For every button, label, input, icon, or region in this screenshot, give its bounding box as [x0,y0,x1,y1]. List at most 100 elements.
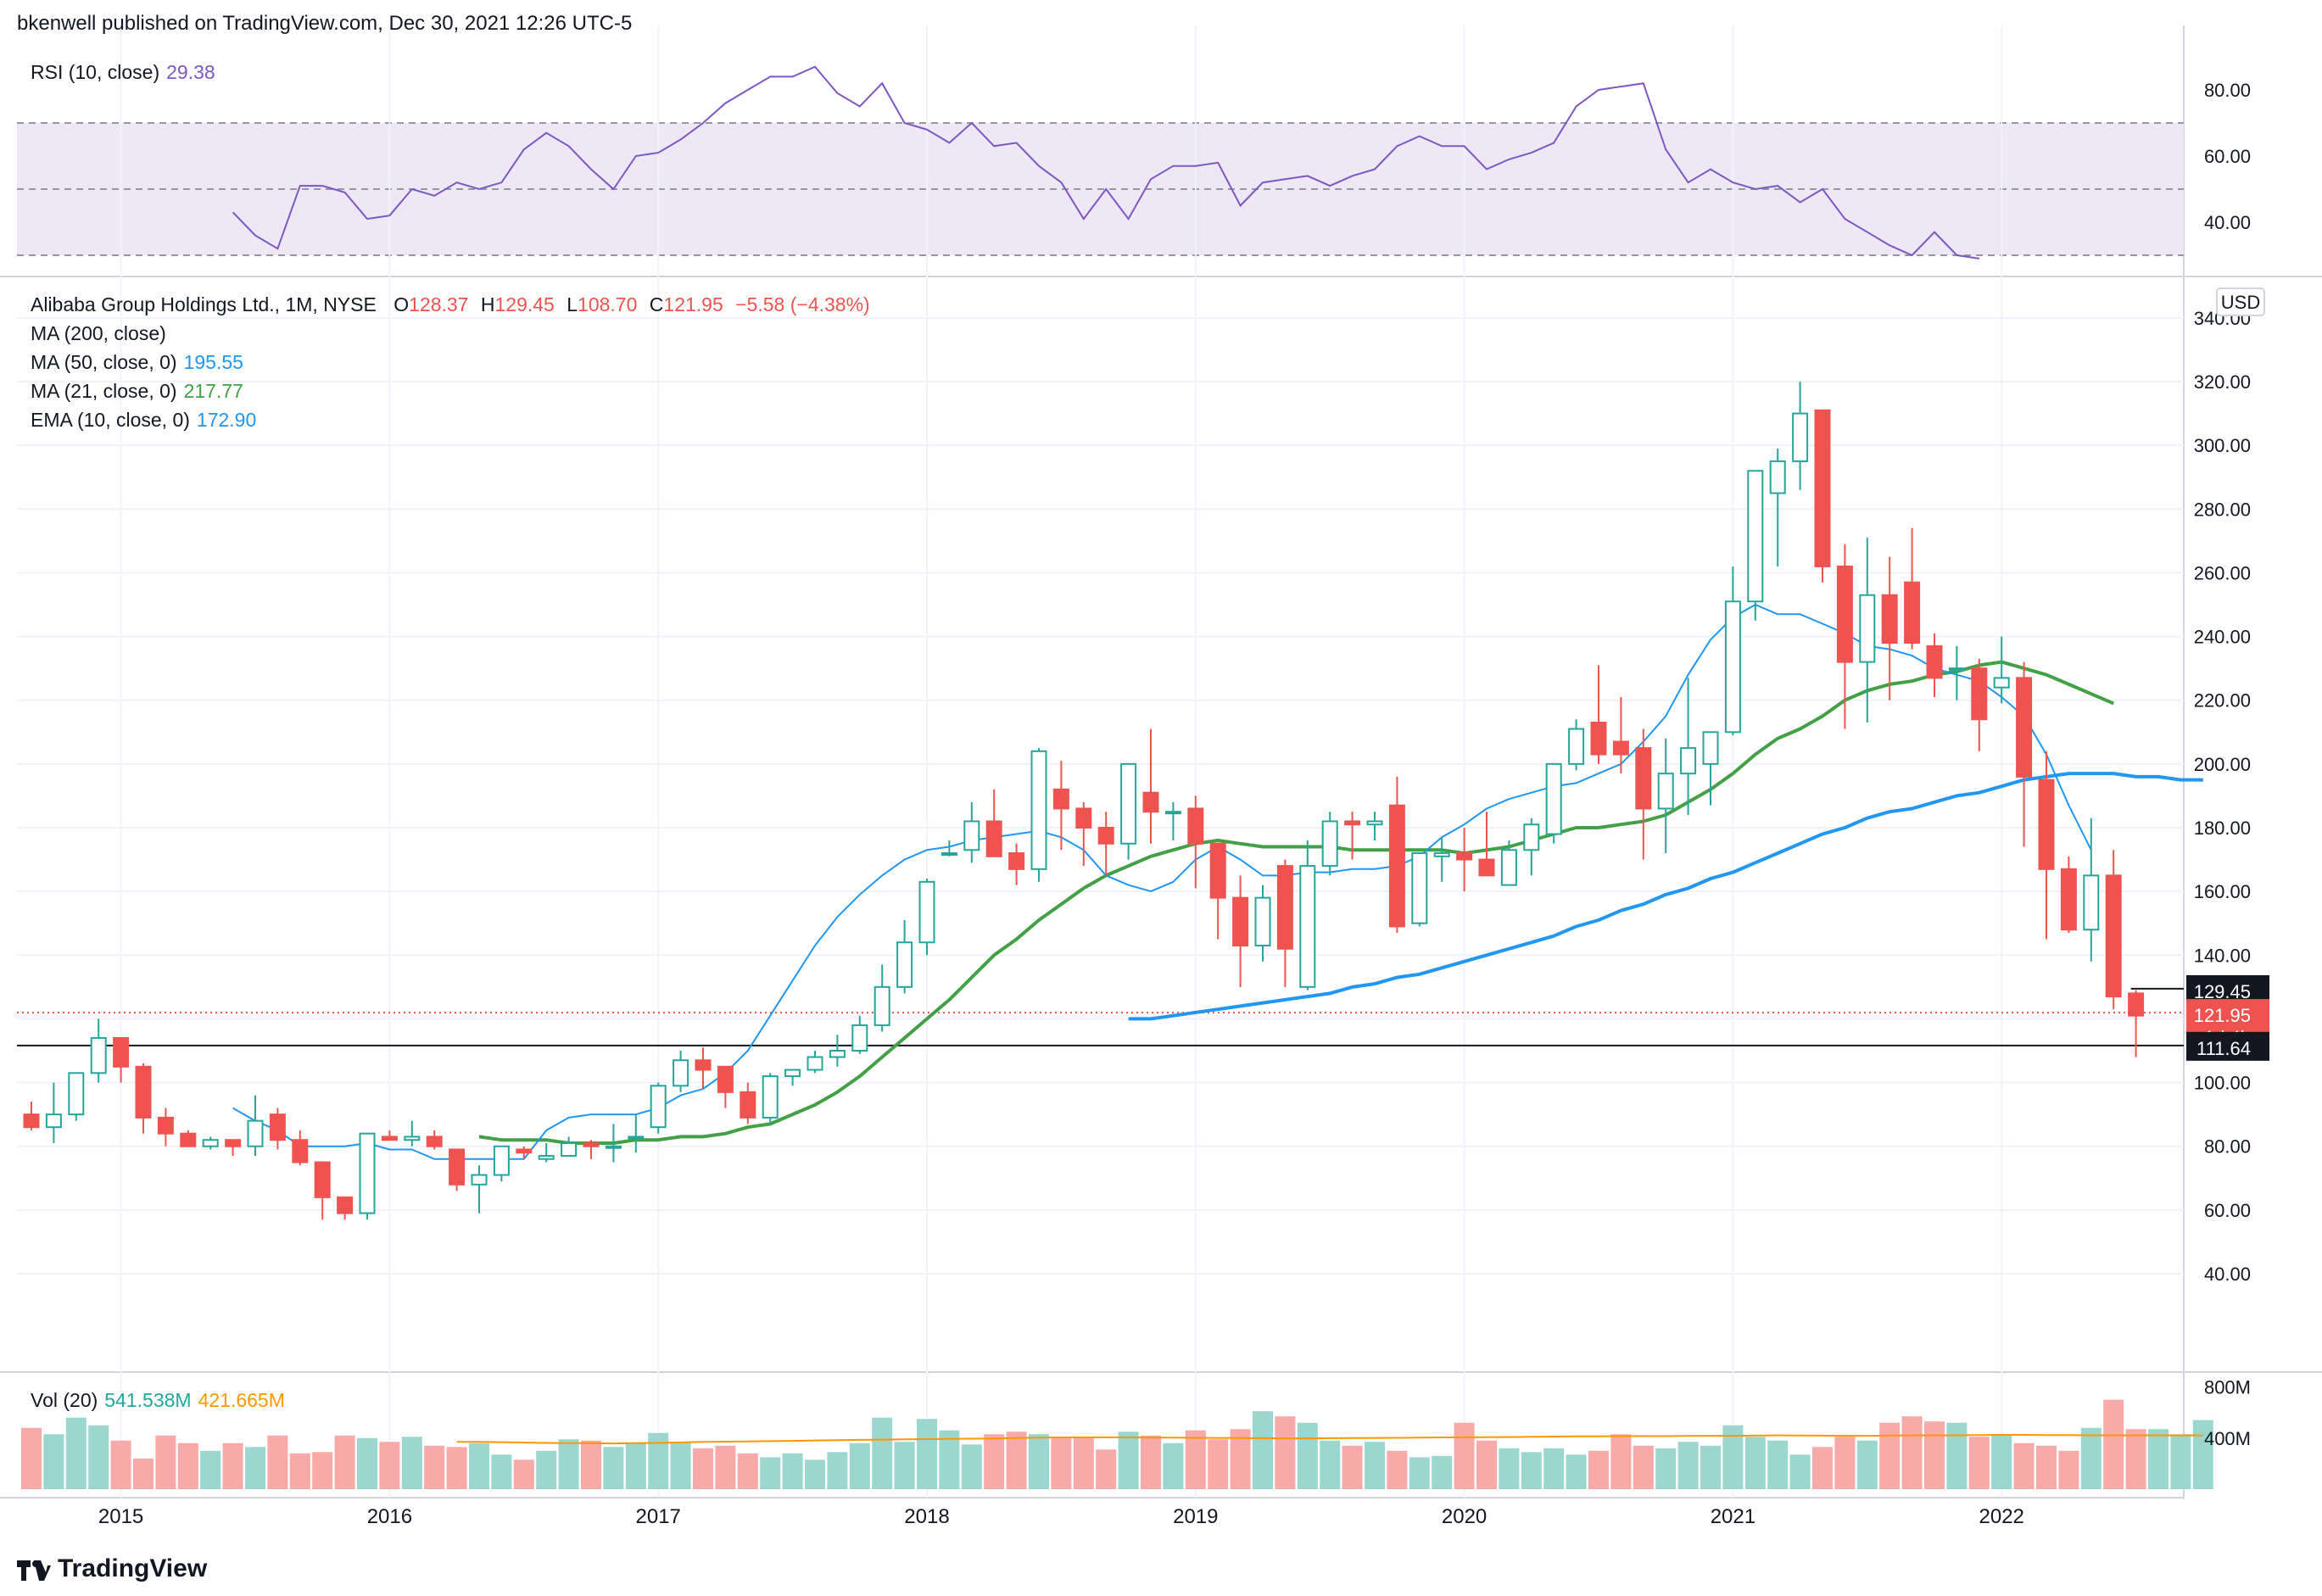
ohlc-close: 121.95 [663,293,723,315]
ma21-legend: MA (21, close, 0) 217.77 [31,380,243,403]
candle-body [1971,667,1988,721]
tradingview-brand: TradingView [58,1554,208,1582]
year-label: 2019 [1173,1505,1218,1528]
publisher-line: bkenwell published on TradingView.com, D… [17,12,633,35]
volume-bar [961,1444,982,1489]
candle-body [1254,896,1271,947]
candle-body [1388,804,1405,928]
volume-bar [536,1450,557,1489]
candle-body [225,1139,242,1147]
candle-body [23,1113,40,1129]
volume-bar [1901,1416,1923,1489]
candle-body [1500,849,1517,886]
price-tick-label: 180.00 [2194,818,2251,839]
ma50-value: 195.55 [183,351,243,373]
rsi-tick-label: 40.00 [2204,212,2251,233]
candle-body [337,1196,354,1214]
candle-body [1926,645,1943,679]
candle-body [1612,740,1629,756]
ohlc-open: 128.37 [409,293,469,315]
volume-bar [872,1417,893,1489]
candle-body [717,1065,734,1093]
candle-body [1052,788,1069,810]
volume-bar [222,1443,243,1489]
candle-body [1187,807,1204,845]
volume-bar [737,1453,758,1489]
price-tick-label: 100.00 [2194,1073,2251,1094]
volume-bar [1610,1434,1632,1489]
candle-body [269,1113,286,1141]
volume-bar [1230,1429,1251,1489]
ohlc-low: 108.70 [578,293,638,315]
candle-body [695,1059,712,1071]
volume-bar [1118,1431,1139,1489]
symbol-name: Alibaba Group Holdings Ltd., 1M, NYSE [31,293,377,315]
volume-bar [1566,1454,1587,1489]
volume-ma-line [456,1434,2203,1445]
volume-bar [648,1432,669,1489]
volume-bar [1946,1422,1968,1489]
candle-body [180,1132,197,1147]
volume-bar [491,1454,512,1489]
candle-body [1456,852,1473,861]
candle-body [1164,811,1181,815]
volume-bar [267,1435,288,1489]
ma21-label: MA (21, close, 0) [31,380,177,402]
volume-bar [1208,1439,1229,1489]
rsi-legend: RSI (10, close) 29.38 [31,61,215,84]
volume-bar [1879,1422,1901,1489]
ema10-label: EMA (10, close, 0) [31,409,190,431]
ema10-line [232,604,2092,1160]
volume-bar [446,1447,467,1489]
volume-bar [110,1440,131,1489]
year-label: 2018 [904,1505,949,1528]
candle-body [2038,778,2055,870]
volume-bar [21,1427,42,1489]
candle-body [1545,762,1562,835]
volume-bar [401,1437,422,1489]
year-label: 2016 [367,1505,412,1528]
volume-bar [805,1459,825,1489]
volume-bar [1409,1457,1430,1489]
candle-body [2128,992,2145,1017]
volume-tick-label: 400M [2204,1428,2251,1449]
year-label: 2017 [636,1505,681,1528]
candle-body [2016,677,2033,778]
volume-bar [1185,1430,1206,1489]
rsi-label: RSI (10, close) [31,61,160,83]
candle-body [157,1116,174,1135]
candle-body [2060,868,2077,931]
volume-bar [2192,1420,2213,1489]
candle-body [896,941,913,988]
volume-bar [155,1435,176,1489]
symbol-legend: Alibaba Group Holdings Ltd., 1M, NYSE O1… [31,293,870,316]
volume-bar [2148,1429,2169,1489]
candle-body [202,1139,219,1147]
volume-bar [88,1425,109,1489]
volume-bar [939,1430,960,1489]
volume-bar [760,1457,781,1489]
candle-body [1008,852,1025,870]
volume-value: 541.538M [104,1389,192,1411]
volume-bar [289,1453,310,1489]
candle-body [381,1136,398,1141]
rsi-line [232,65,1979,259]
candle-body [516,1148,533,1154]
volume-bar [2013,1443,2035,1489]
volume-bar [984,1434,1005,1489]
candle-body [1836,565,1853,663]
ma200-label: MA (200, close) [31,322,166,344]
candle-body [2083,874,2100,931]
volume-bar [1744,1437,1766,1489]
volume-bar [2103,1399,2124,1489]
volume-bar [1387,1450,1408,1489]
volume-bar [1521,1452,1542,1489]
tradingview-logo[interactable]: TradingView [17,1554,207,1583]
candle-body [45,1113,62,1129]
candle-body [1433,852,1450,857]
volume-bar [2058,1450,2079,1489]
volume-bar [917,1419,937,1489]
volume-bar [1722,1425,1744,1489]
high-badge-text: 129.45 [2194,981,2251,1002]
volume-legend: Vol (20) 541.538M 421.665M [31,1389,285,1412]
